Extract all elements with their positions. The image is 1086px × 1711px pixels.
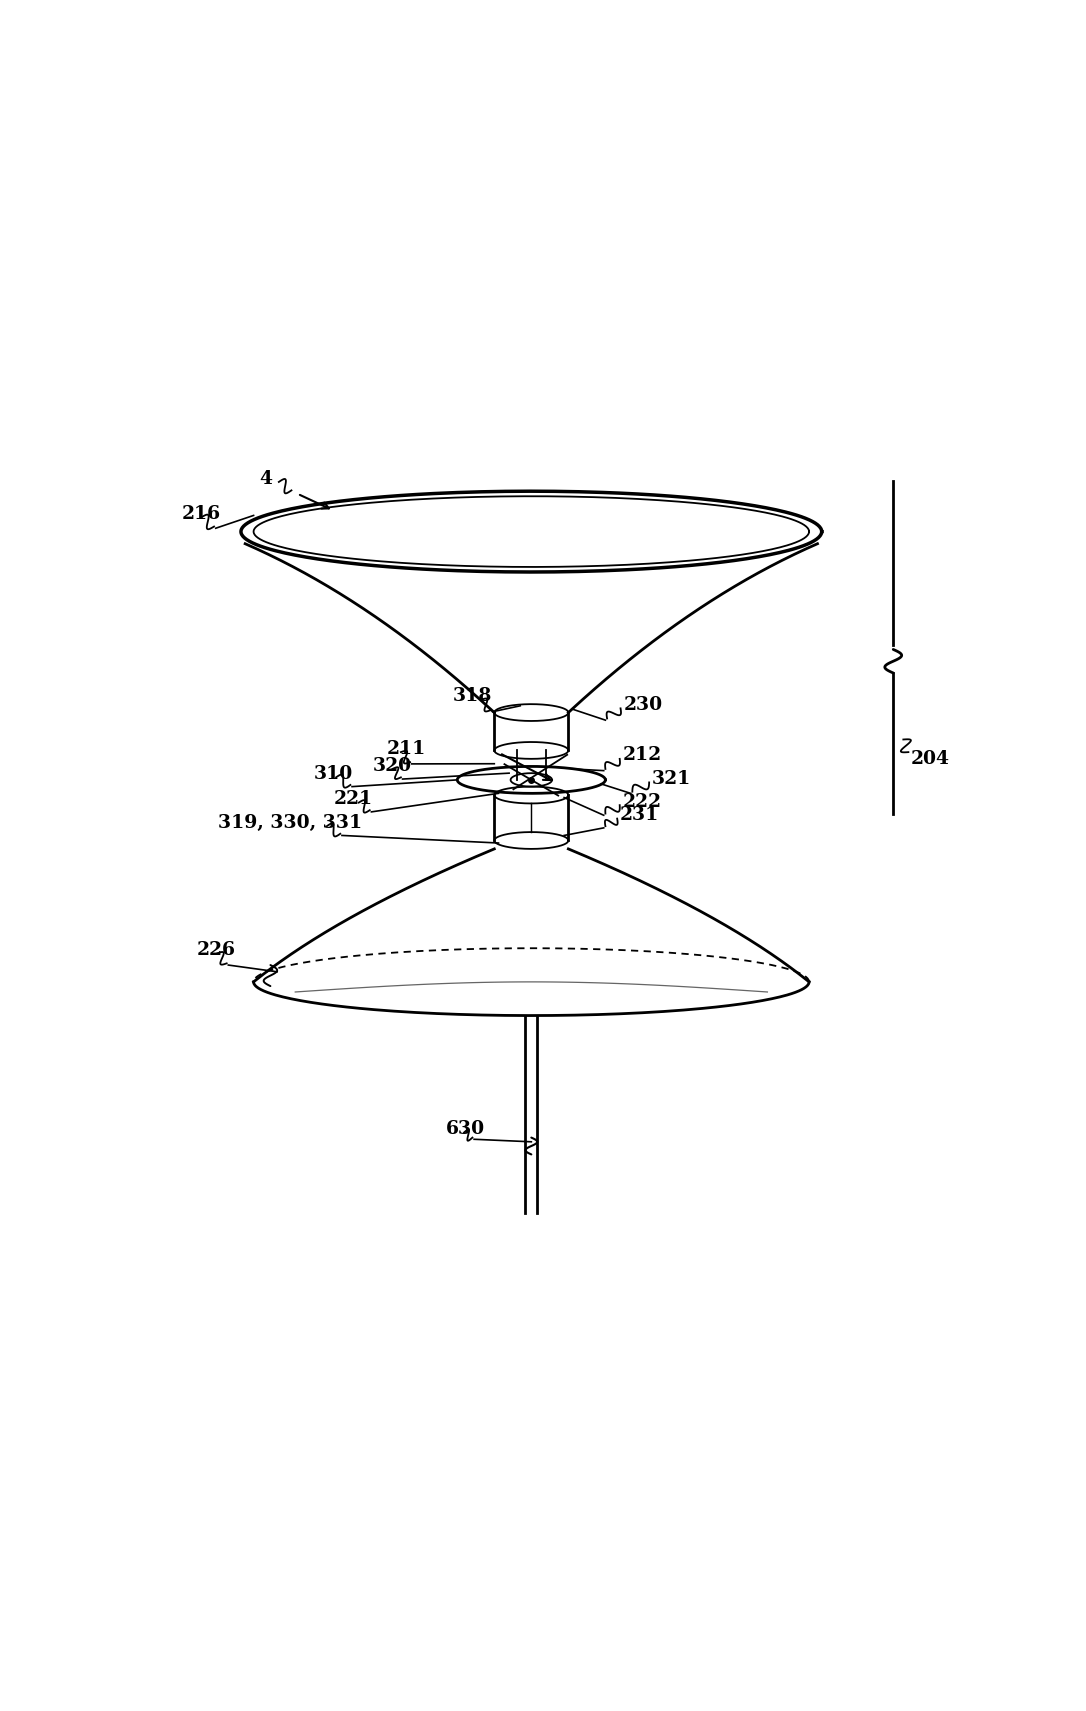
Text: 320: 320 bbox=[374, 756, 413, 775]
Text: 231: 231 bbox=[620, 806, 659, 825]
Text: 310: 310 bbox=[314, 765, 353, 784]
Text: 216: 216 bbox=[182, 505, 222, 524]
Text: 212: 212 bbox=[622, 746, 661, 765]
Text: 204: 204 bbox=[911, 749, 950, 768]
Text: 226: 226 bbox=[197, 941, 236, 958]
Text: 318: 318 bbox=[453, 686, 492, 705]
Text: 211: 211 bbox=[387, 739, 426, 758]
Text: 319, 330, 331: 319, 330, 331 bbox=[218, 814, 363, 832]
Text: 630: 630 bbox=[445, 1121, 484, 1138]
Text: 321: 321 bbox=[652, 770, 691, 789]
Text: 222: 222 bbox=[622, 792, 661, 811]
Text: 230: 230 bbox=[623, 696, 664, 713]
Text: 4: 4 bbox=[260, 469, 273, 488]
Text: 221: 221 bbox=[333, 790, 372, 808]
